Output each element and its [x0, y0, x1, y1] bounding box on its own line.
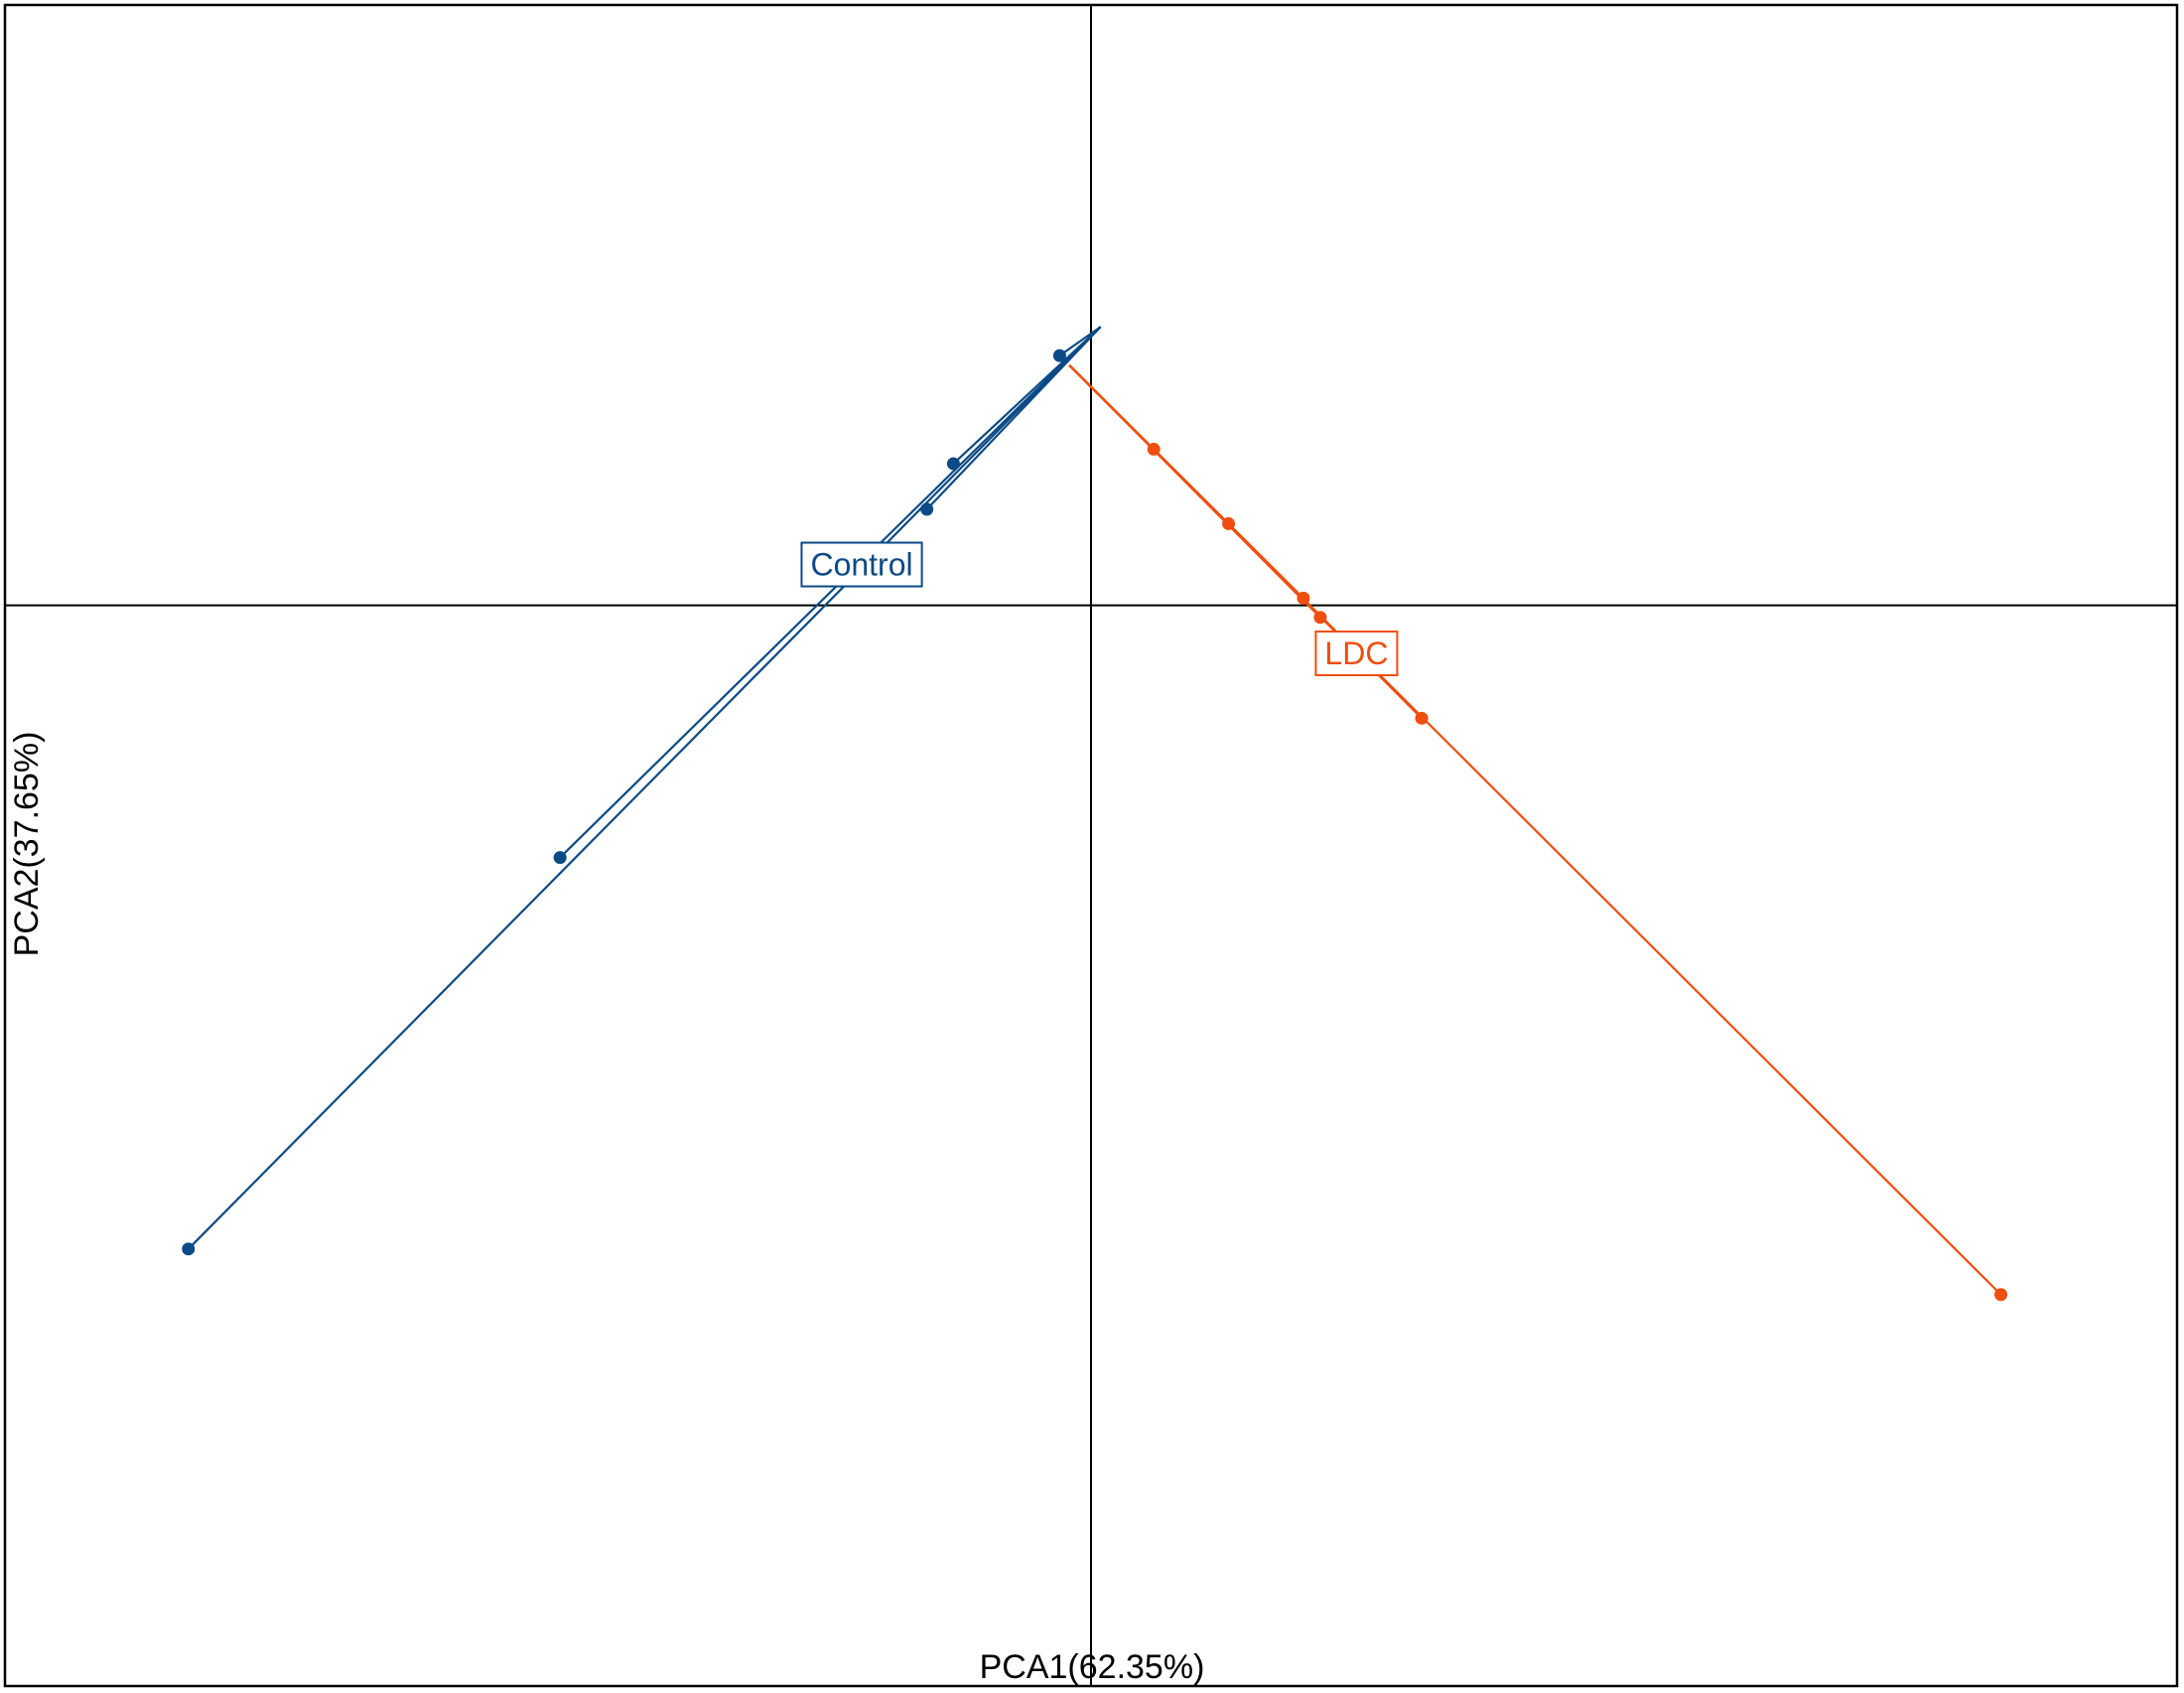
control-spider-line: [1058, 326, 1102, 357]
ldc-point: [1313, 611, 1327, 625]
control-spider-line: [187, 326, 1102, 1250]
y-axis-title: PCA2(37.65%): [8, 732, 46, 957]
control-spider-line: [952, 326, 1102, 465]
ldc-label-box: [1314, 631, 1399, 677]
ldc-point: [1297, 591, 1310, 605]
ldc-label-text: LDC: [1324, 635, 1388, 671]
control-spider-line: [559, 326, 1102, 859]
ldc-point: [1147, 442, 1160, 456]
ldc-point: [1415, 711, 1429, 725]
control-group-label: Control: [800, 541, 923, 588]
control-spider-line: [925, 326, 1102, 510]
series-layer: [182, 326, 2008, 1302]
ldc-group-label: LDC: [1314, 631, 1399, 677]
control-point: [182, 1242, 196, 1256]
ldc-spider-line: [1068, 364, 2002, 1296]
series-ldc: [1068, 364, 2008, 1302]
ldc-point: [1994, 1288, 2008, 1302]
control-label-box: [800, 541, 923, 588]
ldc-point: [1222, 516, 1236, 530]
control-point: [1052, 349, 1066, 362]
control-point: [946, 457, 960, 471]
control-point: [920, 502, 934, 516]
series-control: [182, 326, 1102, 1256]
control-point: [553, 851, 567, 865]
x-axis-title: PCA1(62.35%): [980, 1648, 1205, 1686]
group-label-layer: Control LDC: [800, 541, 1399, 677]
control-label-text: Control: [810, 547, 912, 583]
